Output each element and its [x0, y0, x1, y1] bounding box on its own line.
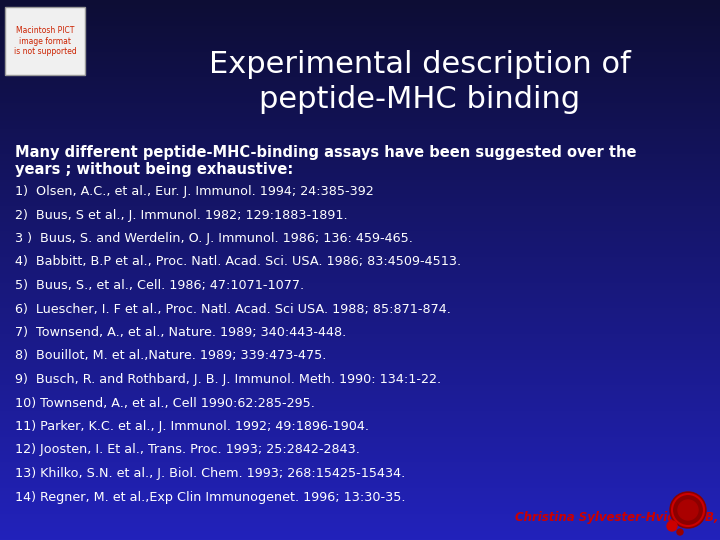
Text: Many different peptide-MHC-binding assays have been suggested over the: Many different peptide-MHC-binding assay… [15, 145, 636, 160]
Circle shape [667, 521, 677, 531]
Text: 3 )  Buus, S. and Werdelin, O. J. Immunol. 1986; 136: 459-465.: 3 ) Buus, S. and Werdelin, O. J. Immunol… [15, 232, 413, 245]
Text: 1)  Olsen, A.C., et al., Eur. J. Immunol. 1994; 24:385-392: 1) Olsen, A.C., et al., Eur. J. Immunol.… [15, 185, 374, 198]
Text: Macintosh PICT
image format
is not supported: Macintosh PICT image format is not suppo… [14, 26, 76, 56]
Text: 14) Regner, M. et al.,Exp Clin Immunogenet. 1996; 13:30-35.: 14) Regner, M. et al.,Exp Clin Immunogen… [15, 490, 405, 503]
Text: 7)  Townsend, A., et al., Nature. 1989; 340:443-448.: 7) Townsend, A., et al., Nature. 1989; 3… [15, 326, 346, 339]
Text: 8)  Bouillot, M. et al.,Nature. 1989; 339:473-475.: 8) Bouillot, M. et al.,Nature. 1989; 339… [15, 349, 326, 362]
Text: years ; without being exhaustive:: years ; without being exhaustive: [15, 162, 293, 177]
Text: 11) Parker, K.C. et al., J. Immunol. 1992; 49:1896-1904.: 11) Parker, K.C. et al., J. Immunol. 199… [15, 420, 369, 433]
Text: Christina Sylvester-Hvid, BMB, Panum: Christina Sylvester-Hvid, BMB, Panum [515, 511, 720, 524]
Text: 5)  Buus, S., et al., Cell. 1986; 47:1071-1077.: 5) Buus, S., et al., Cell. 1986; 47:1071… [15, 279, 304, 292]
FancyBboxPatch shape [5, 7, 85, 75]
Text: 10) Townsend, A., et al., Cell 1990:62:285-295.: 10) Townsend, A., et al., Cell 1990:62:2… [15, 396, 315, 409]
Text: 4)  Babbitt, B.P et al., Proc. Natl. Acad. Sci. USA. 1986; 83:4509-4513.: 4) Babbitt, B.P et al., Proc. Natl. Acad… [15, 255, 461, 268]
Text: 12) Joosten, I. Et al., Trans. Proc. 1993; 25:2842-2843.: 12) Joosten, I. Et al., Trans. Proc. 199… [15, 443, 360, 456]
Text: 13) Khilko, S.N. et al., J. Biol. Chem. 1993; 268:15425-15434.: 13) Khilko, S.N. et al., J. Biol. Chem. … [15, 467, 405, 480]
Circle shape [677, 529, 683, 535]
Text: 9)  Busch, R. and Rothbard, J. B. J. Immunol. Meth. 1990: 134:1-22.: 9) Busch, R. and Rothbard, J. B. J. Immu… [15, 373, 441, 386]
Text: 6)  Luescher, I. F et al., Proc. Natl. Acad. Sci USA. 1988; 85:871-874.: 6) Luescher, I. F et al., Proc. Natl. Ac… [15, 302, 451, 315]
Text: 2)  Buus, S et al., J. Immunol. 1982; 129:1883-1891.: 2) Buus, S et al., J. Immunol. 1982; 129… [15, 208, 348, 221]
Circle shape [678, 500, 698, 520]
Circle shape [670, 492, 706, 528]
Text: Experimental description of
peptide-MHC binding: Experimental description of peptide-MHC … [209, 50, 631, 114]
